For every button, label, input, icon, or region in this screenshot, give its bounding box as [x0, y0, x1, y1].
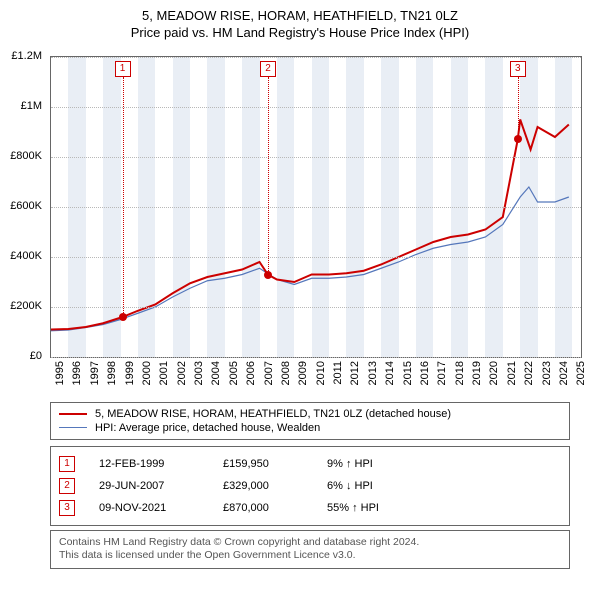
- sale-row-marker: 3: [59, 500, 75, 516]
- x-tick-label: 2015: [402, 361, 414, 385]
- legend-label: HPI: Average price, detached house, Weal…: [95, 422, 320, 434]
- sales-table: 1 12-FEB-1999 £159,950 9% ↑ HPI 2 29-JUN-2007…: [50, 446, 570, 526]
- sale-marker-line: [123, 77, 124, 317]
- x-tick-label: 1996: [71, 361, 83, 385]
- y-tick-label: £200K: [10, 300, 42, 312]
- x-tick-label: 1995: [54, 361, 66, 385]
- x-tick-label: 2005: [228, 361, 240, 385]
- sale-marker-box: 3: [510, 61, 526, 77]
- x-tick-label: 1998: [106, 361, 118, 385]
- x-tick-label: 2010: [315, 361, 327, 385]
- x-tick-label: 2014: [384, 361, 396, 385]
- legend-row: 5, MEADOW RISE, HORAM, HEATHFIELD, TN21 …: [59, 407, 561, 421]
- gridline: [51, 157, 581, 158]
- x-tick-label: 2023: [541, 361, 553, 385]
- x-tick-label: 2018: [454, 361, 466, 385]
- x-tick-label: 1997: [89, 361, 101, 385]
- sale-marker-dot: [119, 313, 127, 321]
- sale-marker-line: [518, 77, 519, 140]
- footer-line1: Contains HM Land Registry data © Crown c…: [59, 536, 561, 550]
- legend-swatch: [59, 413, 87, 415]
- x-tick-label: 2022: [523, 361, 535, 385]
- sale-row: 2 29-JUN-2007 £329,000 6% ↓ HPI: [59, 475, 561, 497]
- sale-row-marker: 1: [59, 456, 75, 472]
- y-tick-label: £800K: [10, 150, 42, 162]
- gridline: [51, 357, 581, 358]
- chart-area: £0 £200K £400K £600K £800K £1M £1.2M 1 2 3 1995 1…: [0, 46, 600, 396]
- x-tick-label: 2008: [280, 361, 292, 385]
- x-tick-label: 2007: [263, 361, 275, 385]
- x-tick-label: 2002: [176, 361, 188, 385]
- sale-pct: 55% ↑ HPI: [327, 502, 561, 514]
- title-line1: 5, MEADOW RISE, HORAM, HEATHFIELD, TN21 …: [0, 8, 600, 25]
- sale-pct: 6% ↓ HPI: [327, 480, 561, 492]
- sale-price: £329,000: [223, 480, 303, 492]
- x-tick-label: 2016: [419, 361, 431, 385]
- y-tick-label: £600K: [10, 200, 42, 212]
- x-tick-label: 2011: [332, 361, 344, 385]
- sale-date: 12-FEB-1999: [99, 458, 199, 470]
- title-line2: Price paid vs. HM Land Registry's House …: [0, 25, 600, 42]
- y-tick-label: £0: [30, 350, 42, 362]
- x-axis: 1995 1996 1997 1998 1999 2000 2001 2002 2003 2004…: [50, 361, 580, 401]
- x-tick-label: 2004: [210, 361, 222, 385]
- sale-row-marker: 2: [59, 478, 75, 494]
- sale-row: 3 09-NOV-2021 £870,000 55% ↑ HPI: [59, 497, 561, 519]
- gridline: [51, 307, 581, 308]
- x-tick-label: 2017: [436, 361, 448, 385]
- y-axis: £0£200K£400K£600K£800K£1M£1.2M: [0, 56, 46, 356]
- gridline: [51, 257, 581, 258]
- series-hpi: [51, 187, 569, 331]
- footer-line2: This data is licensed under the Open Gov…: [59, 549, 561, 563]
- x-tick-label: 2013: [367, 361, 379, 385]
- x-tick-label: 2020: [488, 361, 500, 385]
- legend: 5, MEADOW RISE, HORAM, HEATHFIELD, TN21 …: [50, 402, 570, 440]
- sale-row: 1 12-FEB-1999 £159,950 9% ↑ HPI: [59, 453, 561, 475]
- sale-marker-line: [268, 77, 269, 275]
- x-tick-label: 2012: [349, 361, 361, 385]
- x-tick-label: 1999: [124, 361, 136, 385]
- legend-swatch: [59, 427, 87, 428]
- plot-region: 1 2 3: [50, 56, 582, 358]
- footer-attribution: Contains HM Land Registry data © Crown c…: [50, 530, 570, 569]
- x-tick-label: 2009: [297, 361, 309, 385]
- x-tick-label: 2025: [575, 361, 587, 385]
- y-tick-label: £1.2M: [11, 50, 42, 62]
- sale-date: 29-JUN-2007: [99, 480, 199, 492]
- gridline: [51, 207, 581, 208]
- gridline: [51, 107, 581, 108]
- sale-marker-dot: [514, 135, 522, 143]
- x-tick-label: 2024: [558, 361, 570, 385]
- sale-marker-box: 2: [260, 61, 276, 77]
- x-tick-label: 2001: [158, 361, 170, 385]
- legend-row: HPI: Average price, detached house, Weal…: [59, 421, 561, 435]
- sale-marker-dot: [264, 271, 272, 279]
- sale-date: 09-NOV-2021: [99, 502, 199, 514]
- legend-label: 5, MEADOW RISE, HORAM, HEATHFIELD, TN21 …: [95, 408, 451, 420]
- sale-price: £870,000: [223, 502, 303, 514]
- chart-container: 5, MEADOW RISE, HORAM, HEATHFIELD, TN21 …: [0, 0, 600, 569]
- x-tick-label: 2021: [506, 361, 518, 385]
- sale-pct: 9% ↑ HPI: [327, 458, 561, 470]
- y-tick-label: £1M: [21, 100, 42, 112]
- sale-price: £159,950: [223, 458, 303, 470]
- sale-marker-box: 1: [115, 61, 131, 77]
- x-tick-label: 2019: [471, 361, 483, 385]
- y-tick-label: £400K: [10, 250, 42, 262]
- title-block: 5, MEADOW RISE, HORAM, HEATHFIELD, TN21 …: [0, 0, 600, 46]
- x-tick-label: 2003: [193, 361, 205, 385]
- x-tick-label: 2006: [245, 361, 257, 385]
- series-property: [51, 119, 569, 329]
- x-tick-label: 2000: [141, 361, 153, 385]
- gridline: [51, 57, 581, 58]
